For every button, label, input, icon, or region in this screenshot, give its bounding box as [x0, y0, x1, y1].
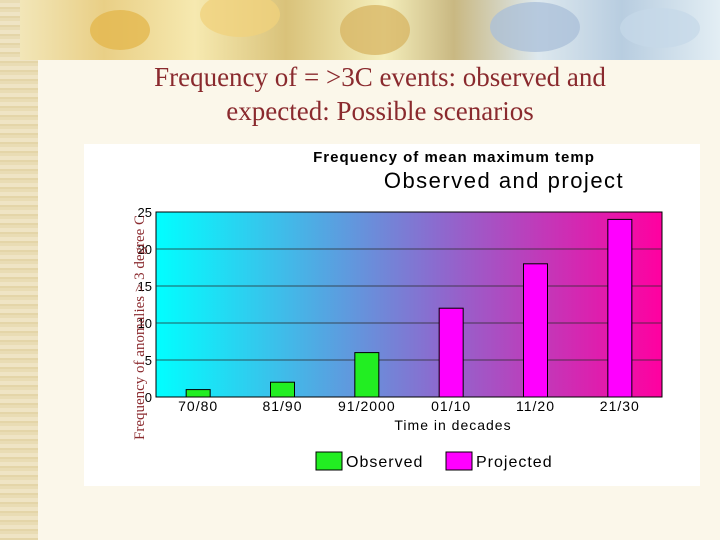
plot-area	[155, 211, 663, 398]
parchment-strip	[0, 0, 38, 540]
flower-decoration	[200, 0, 280, 37]
floral-banner	[20, 0, 720, 60]
x-tick-label: 01/10	[431, 398, 471, 414]
legend-swatch	[445, 451, 473, 471]
y-tick-label: 20	[138, 242, 152, 257]
chart-title-line2: Observed and project	[384, 168, 624, 193]
flower-decoration	[90, 10, 150, 50]
flower-decoration	[490, 2, 580, 52]
y-tick-label: 10	[138, 316, 152, 331]
bar-chart: Frequency of mean maximum temp Observed …	[132, 149, 663, 471]
chart-figure: Frequency of mean maximum temp Observed …	[84, 144, 700, 486]
slide-title-line2: expected: Possible scenarios	[226, 96, 534, 126]
bar-projected	[523, 263, 548, 398]
legend-swatch	[315, 451, 343, 471]
y-tick-label: 0	[145, 390, 152, 405]
slide-title-line1: Frequency of = >3C events: observed and	[154, 62, 606, 92]
legend-label: Projected	[476, 454, 553, 471]
x-axis-label: Time in decades	[394, 417, 511, 433]
bar-projected	[438, 307, 464, 398]
bar-observed	[270, 381, 295, 398]
y-tick-label: 15	[138, 279, 152, 294]
y-tick-label: 5	[145, 353, 152, 368]
x-tick-label: 81/90	[262, 398, 302, 414]
chart-title-line1: Frequency of mean maximum temp	[313, 149, 595, 166]
x-tick-label: 70/80	[178, 398, 218, 414]
flower-decoration	[340, 5, 410, 55]
y-axis-label: Frequency of anomalies > 3 degree C	[132, 215, 148, 440]
x-tick-label: 11/20	[516, 398, 555, 414]
slide-title: Frequency of = >3C events: observed and …	[60, 60, 700, 128]
legend: Observed Projected	[315, 451, 553, 471]
flower-decoration	[620, 8, 700, 48]
y-tick-label: 25	[138, 205, 152, 220]
bar-projected	[607, 218, 633, 398]
legend-label: Observed	[346, 454, 423, 471]
bar-observed	[185, 389, 211, 398]
x-tick-label: 91/2000	[338, 398, 396, 414]
x-tick-label: 21/30	[600, 398, 640, 414]
bar-observed	[354, 352, 380, 398]
